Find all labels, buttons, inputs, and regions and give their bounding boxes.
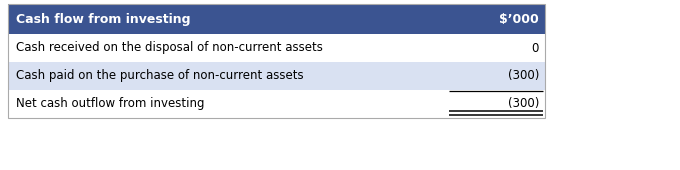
Text: Net cash outflow from investing: Net cash outflow from investing [16,98,205,111]
Text: Cash paid on the purchase of non-current assets: Cash paid on the purchase of non-current… [16,70,304,82]
Text: Cash flow from investing: Cash flow from investing [16,13,190,26]
Text: $’000: $’000 [499,13,539,26]
Text: 0: 0 [532,41,539,55]
Bar [8,90,545,118]
Bar [8,62,545,90]
Text: (300): (300) [508,98,539,111]
Text: (300): (300) [508,70,539,82]
Bar [8,4,545,118]
Text: Cash received on the disposal of non-current assets: Cash received on the disposal of non-cur… [16,41,323,55]
Bar [8,4,545,34]
Bar [8,34,545,62]
